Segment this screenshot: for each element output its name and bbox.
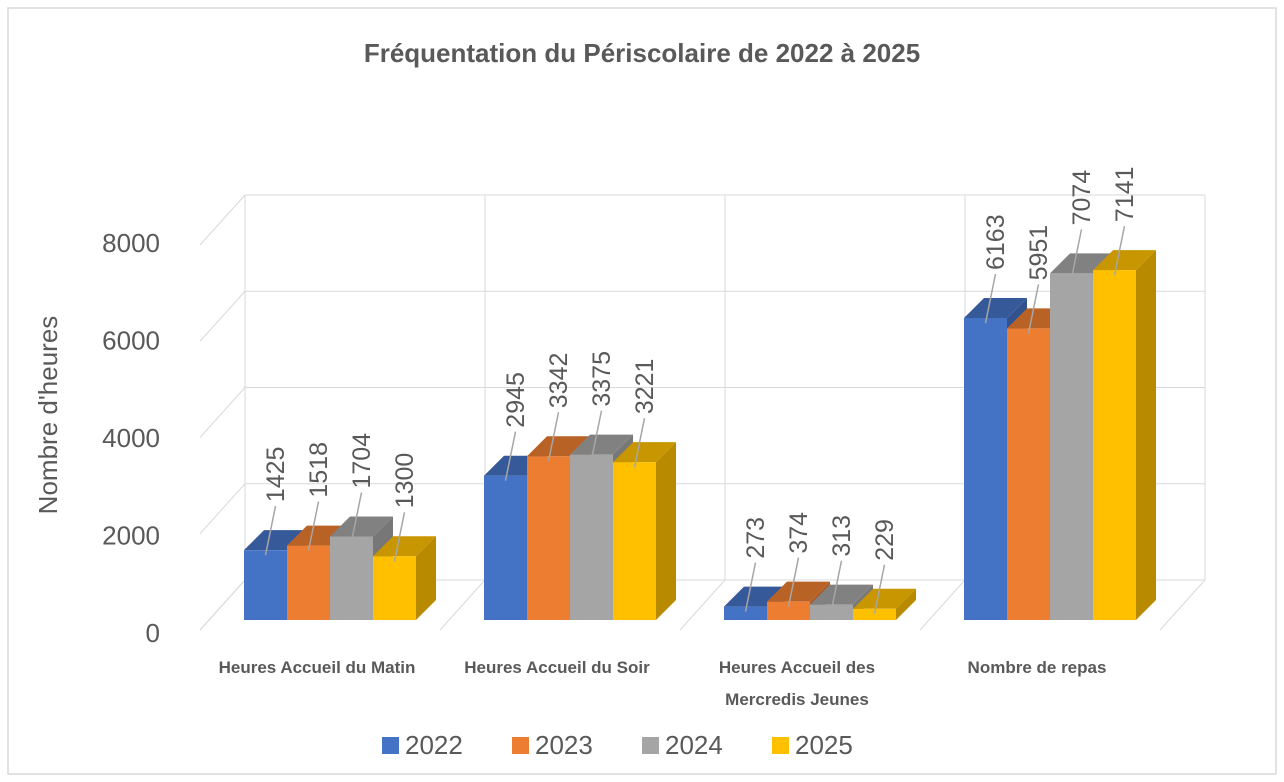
- bar-side: [656, 442, 676, 620]
- floor-line: [1159, 579, 1206, 631]
- x-tick-label: Heures Accueil du Soir: [464, 658, 650, 677]
- legend-label: 2023: [535, 730, 593, 760]
- grid-line: [199, 483, 246, 535]
- data-label: 3342: [545, 353, 573, 409]
- leader-line: [744, 562, 757, 612]
- data-label: 2945: [502, 372, 530, 428]
- data-label: 229: [871, 519, 899, 561]
- data-label: 6163: [982, 214, 1010, 270]
- bar-top: [1093, 250, 1156, 271]
- floor-line: [919, 579, 966, 631]
- x-tick-label: Heures Accueil du Matin: [218, 658, 416, 677]
- leader-line: [873, 564, 886, 614]
- legend-label: 2022: [405, 730, 463, 760]
- leader-line: [1027, 284, 1040, 334]
- data-label: 313: [828, 515, 856, 557]
- bar-side: [896, 588, 916, 620]
- bar: [330, 536, 373, 620]
- data-label: 1518: [305, 442, 333, 498]
- bar: [484, 475, 527, 620]
- x-tick-label: Heures Accueil des Mercredis Jeunes: [718, 658, 876, 709]
- legend-swatch: [642, 737, 659, 754]
- data-label: 3375: [588, 351, 616, 407]
- bar: [570, 454, 613, 620]
- bar: [767, 601, 810, 620]
- bar: [853, 608, 896, 620]
- bar-top: [767, 581, 830, 602]
- bar: [724, 606, 767, 620]
- leader-line: [350, 492, 363, 542]
- data-label: 1300: [391, 453, 419, 509]
- bar-top: [373, 536, 436, 557]
- legend-swatch: [512, 737, 529, 754]
- legend-label: 2024: [665, 730, 723, 760]
- leader-line: [590, 410, 603, 460]
- bar: [244, 550, 287, 620]
- data-label: 1704: [348, 433, 376, 489]
- bar: [613, 462, 656, 620]
- chart-title: Fréquentation du Périscolaire de 2022 à …: [364, 38, 920, 68]
- leader-line: [1070, 229, 1083, 279]
- bar: [287, 545, 330, 620]
- y-tick-label: 2000: [102, 520, 160, 550]
- leader-line: [393, 512, 406, 562]
- data-label: 3221: [631, 359, 659, 415]
- bar-top: [810, 584, 873, 605]
- bar-top: [330, 516, 393, 537]
- leader-line: [984, 273, 997, 324]
- y-tick-label: 8000: [102, 228, 160, 258]
- data-label: 374: [785, 512, 813, 554]
- legend-swatch: [382, 737, 399, 754]
- bar-top: [570, 434, 633, 455]
- bar-top: [964, 298, 1027, 319]
- y-tick-label: 6000: [102, 325, 160, 355]
- leader-line: [504, 431, 517, 481]
- bar: [373, 556, 416, 620]
- grid-line: [199, 387, 246, 438]
- leader-line: [547, 412, 560, 462]
- bar-side: [416, 536, 436, 620]
- bar: [1050, 273, 1093, 620]
- leader-line: [264, 506, 277, 556]
- bar-top: [613, 442, 676, 463]
- leader-line: [633, 418, 646, 468]
- grid-line: [199, 194, 246, 246]
- leader-line: [830, 560, 843, 610]
- floor-line: [439, 579, 486, 631]
- x-tick-label: Nombre de repas: [967, 658, 1107, 677]
- y-axis-title: Nombre d'heures: [33, 316, 63, 515]
- y-tick-label: 0: [146, 618, 160, 648]
- legend-label: 2025: [795, 730, 853, 760]
- data-label: 1425: [262, 447, 290, 503]
- data-label: 7074: [1068, 170, 1096, 226]
- bar-side: [1136, 250, 1156, 620]
- bar: [527, 456, 570, 620]
- data-label: 5951: [1025, 225, 1053, 281]
- bar-top: [853, 588, 916, 609]
- leader-line: [307, 501, 320, 551]
- grid-line: [199, 290, 246, 342]
- bar: [1093, 270, 1136, 620]
- data-label: 273: [742, 517, 770, 559]
- grid-line: [199, 579, 246, 631]
- bar: [810, 604, 853, 620]
- bar: [964, 318, 1007, 620]
- floor-line: [679, 579, 726, 631]
- leader-line: [1113, 225, 1126, 276]
- y-tick-label: 4000: [102, 423, 160, 453]
- bar: [1007, 328, 1050, 620]
- legend-swatch: [772, 737, 789, 754]
- leader-line: [787, 557, 800, 607]
- data-label: 7141: [1111, 166, 1139, 222]
